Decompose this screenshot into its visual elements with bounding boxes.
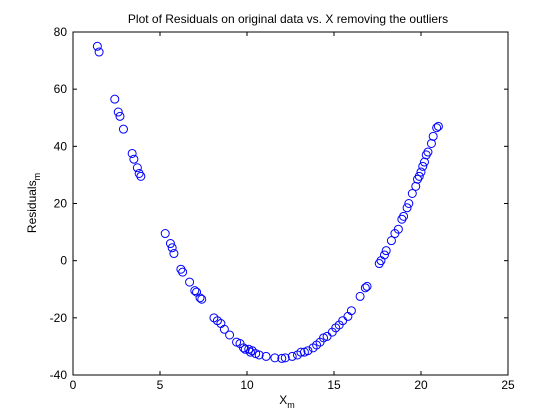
data-point <box>136 171 146 181</box>
data-point <box>167 243 177 253</box>
data-point <box>397 214 407 224</box>
x-tick-label: 25 <box>501 378 515 392</box>
data-point <box>419 157 429 167</box>
data-point <box>423 147 433 157</box>
data-point <box>418 161 428 171</box>
data-point <box>355 291 365 301</box>
data-point <box>261 351 271 361</box>
y-tick-label: 20 <box>54 197 68 211</box>
data-point <box>270 353 280 363</box>
y-axis-label-subscript: m <box>32 173 42 181</box>
data-point <box>404 199 414 208</box>
x-axis-label: Xm <box>279 393 295 410</box>
data-point <box>178 267 188 277</box>
axes-box <box>72 31 509 376</box>
x-axis-label-subscript: m <box>287 400 295 410</box>
data-point <box>399 211 409 221</box>
y-tick-label: 0 <box>60 254 67 268</box>
data-point <box>169 249 179 259</box>
data-point <box>245 347 255 357</box>
data-point <box>185 277 195 287</box>
data-point <box>113 107 123 117</box>
data-point <box>426 138 436 148</box>
y-tick-label: 80 <box>54 25 68 39</box>
y-axis-label: Residualsm <box>25 173 42 233</box>
data-point <box>197 294 207 304</box>
data-point <box>134 168 144 178</box>
data-point <box>421 150 431 160</box>
data-point <box>362 281 372 291</box>
data-point <box>94 47 104 57</box>
data-point <box>225 330 235 340</box>
data-point <box>428 131 438 141</box>
y-axis-label-main: Residuals <box>25 180 39 233</box>
data-point <box>386 236 396 246</box>
data-point <box>118 124 128 134</box>
y-tick-label: 40 <box>54 139 68 153</box>
data-point <box>115 111 125 121</box>
data-point <box>127 148 137 158</box>
data-point <box>92 41 102 51</box>
x-tick-label: 0 <box>70 378 77 392</box>
data-point <box>219 324 229 334</box>
data-point <box>416 167 426 177</box>
data-point <box>254 350 264 360</box>
data-point <box>110 94 120 104</box>
x-tick-label: 15 <box>327 378 341 392</box>
data-point <box>433 121 443 131</box>
x-tick-label: 10 <box>240 378 254 392</box>
data-point <box>165 239 175 249</box>
data-point <box>414 171 424 181</box>
data-point <box>411 181 421 191</box>
y-tick-label: 60 <box>54 82 68 96</box>
x-tick-label: 20 <box>414 378 428 392</box>
data-point <box>379 250 389 260</box>
data-point <box>176 264 186 274</box>
data-point <box>374 259 384 269</box>
data-point <box>346 306 356 316</box>
data-point <box>239 343 249 353</box>
data-point <box>402 203 412 213</box>
data-point <box>132 163 142 173</box>
chart-title: Plot of Residuals on original data vs. X… <box>128 12 448 26</box>
y-tick-label: -40 <box>50 368 68 382</box>
y-tick-label: -20 <box>50 311 68 325</box>
plot-area <box>72 31 509 376</box>
data-point <box>160 229 170 239</box>
data-point <box>277 353 287 363</box>
data-point <box>129 154 139 164</box>
data-point <box>393 224 403 234</box>
x-axis-label-main: X <box>279 393 287 407</box>
data-point <box>195 293 205 303</box>
data-point <box>296 347 306 357</box>
data-point <box>381 246 391 256</box>
data-point <box>360 283 370 293</box>
data-point <box>240 344 250 354</box>
data-point <box>190 286 200 296</box>
data-point <box>413 174 423 184</box>
data-point <box>280 353 290 363</box>
ticks-layer: 0 5 10 15 20 25 -40 -20 0 20 40 60 80 <box>50 25 515 392</box>
data-point <box>287 351 297 361</box>
data-points <box>92 41 443 363</box>
data-point <box>407 188 417 198</box>
data-point <box>432 123 442 133</box>
x-tick-label: 5 <box>157 378 164 392</box>
data-point <box>303 346 313 356</box>
